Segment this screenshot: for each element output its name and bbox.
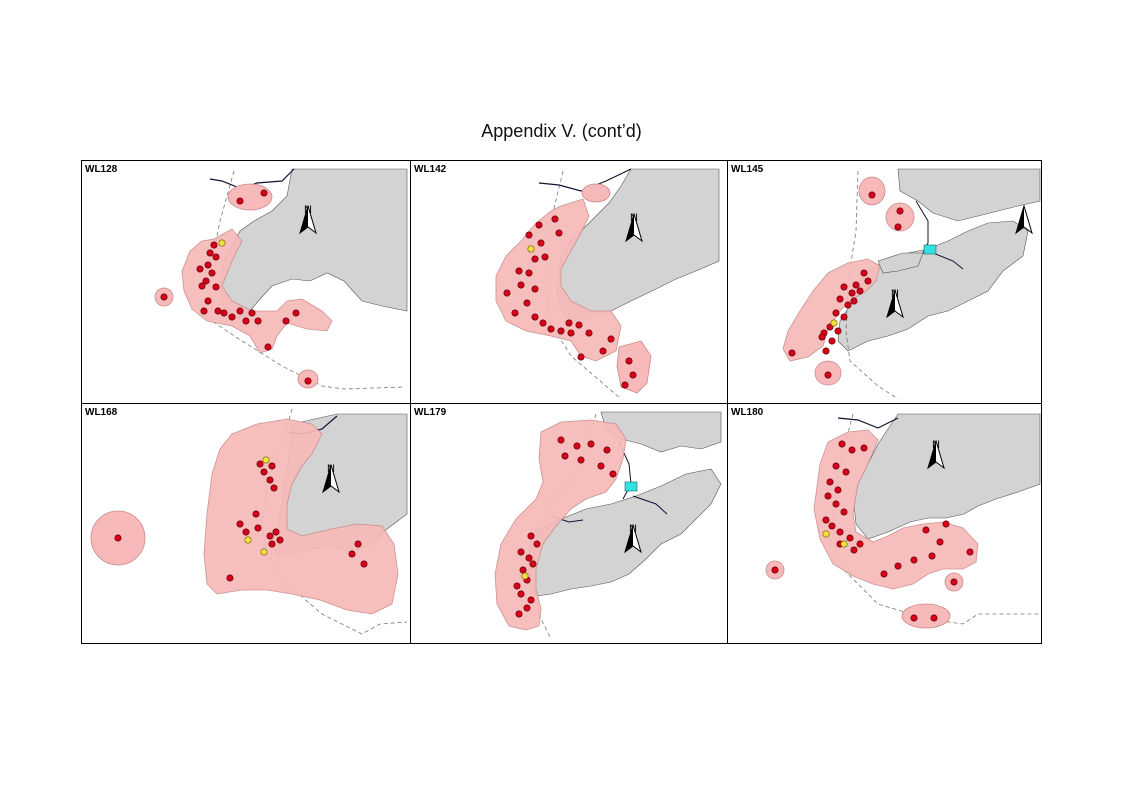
reclamation-area <box>624 481 638 492</box>
range-north <box>581 183 611 203</box>
map-panel-grid: WL128 N <box>81 160 1042 644</box>
range-south <box>901 603 951 629</box>
north-arrow-icon <box>322 464 340 494</box>
map-panel-wl145: WL145 N <box>728 161 1041 404</box>
range-north-1 <box>858 176 886 206</box>
page-title: Appendix V. (cont’d) <box>481 121 642 141</box>
sighting-point-yellow <box>840 540 848 548</box>
land-mass <box>853 413 1041 540</box>
range-polygon <box>181 228 333 354</box>
coastline-road <box>932 252 964 270</box>
map-panel-wl179: WL179 N <box>411 404 728 643</box>
land-mass-lantau-north <box>877 252 924 274</box>
land-mass <box>556 168 720 322</box>
sighting-points <box>771 440 974 622</box>
panel-label: WL168 <box>85 407 118 418</box>
map-panel-wl128: WL128 N <box>82 161 411 404</box>
range-north-2 <box>885 202 915 232</box>
north-arrow: N <box>622 213 646 243</box>
panel-label: WL142 <box>414 164 447 175</box>
range-south <box>616 340 652 394</box>
north-arrow-icon <box>927 440 945 470</box>
north-arrow-icon <box>299 205 317 235</box>
map-wl128 <box>154 168 408 390</box>
map-wl180 <box>765 413 1041 629</box>
north-arrow-icon <box>624 524 642 554</box>
sighting-points <box>503 215 637 389</box>
sighting-point-yellow <box>521 572 529 580</box>
sighting-points <box>114 460 368 582</box>
panel-label: WL145 <box>731 164 764 175</box>
sighting-points <box>160 189 312 385</box>
panel-label: WL180 <box>731 407 764 418</box>
north-arrow: N <box>883 289 907 319</box>
north-arrow: N <box>319 464 343 494</box>
sighting-point-yellow <box>527 245 535 253</box>
map-panel-wl168: WL168 N <box>82 404 411 643</box>
sighting-points <box>513 436 617 618</box>
sighting-point-yellow <box>822 530 830 538</box>
map-wl142 <box>495 168 720 400</box>
sighting-point-yellow <box>830 319 838 327</box>
north-arrow-icon <box>886 289 904 319</box>
map-panel-wl142: WL142 N <box>411 161 728 404</box>
sighting-point-yellow <box>262 456 270 464</box>
north-arrow: N <box>296 205 320 235</box>
land-mass-island <box>837 220 1029 352</box>
reclamation-area <box>923 244 937 255</box>
north-arrow: N <box>924 440 948 470</box>
map-panel-wl180: WL180 N <box>728 404 1041 643</box>
range-polygon <box>203 418 399 615</box>
map-wl179 <box>494 411 722 640</box>
sighting-points <box>788 191 904 379</box>
map-wl145 <box>782 168 1041 400</box>
north-arrow-icon <box>625 213 643 243</box>
range-north <box>227 183 273 211</box>
range-polygon <box>495 198 622 362</box>
sighting-point-yellow <box>244 536 252 544</box>
panel-label: WL179 <box>414 407 447 418</box>
boundary-line <box>209 170 405 390</box>
coastline-road <box>837 417 899 429</box>
land-mass-north <box>897 168 1041 222</box>
map-wl168 <box>90 408 408 635</box>
sighting-point-yellow <box>218 239 226 247</box>
north-arrow-icon <box>1015 205 1033 235</box>
coastline-road <box>538 168 632 192</box>
panel-label: WL128 <box>85 164 118 175</box>
land-mass-island <box>528 468 722 597</box>
boundary-line <box>832 413 1040 625</box>
north-arrow: N <box>621 524 645 554</box>
sighting-point-yellow <box>260 548 268 556</box>
coastline-road <box>632 495 668 515</box>
